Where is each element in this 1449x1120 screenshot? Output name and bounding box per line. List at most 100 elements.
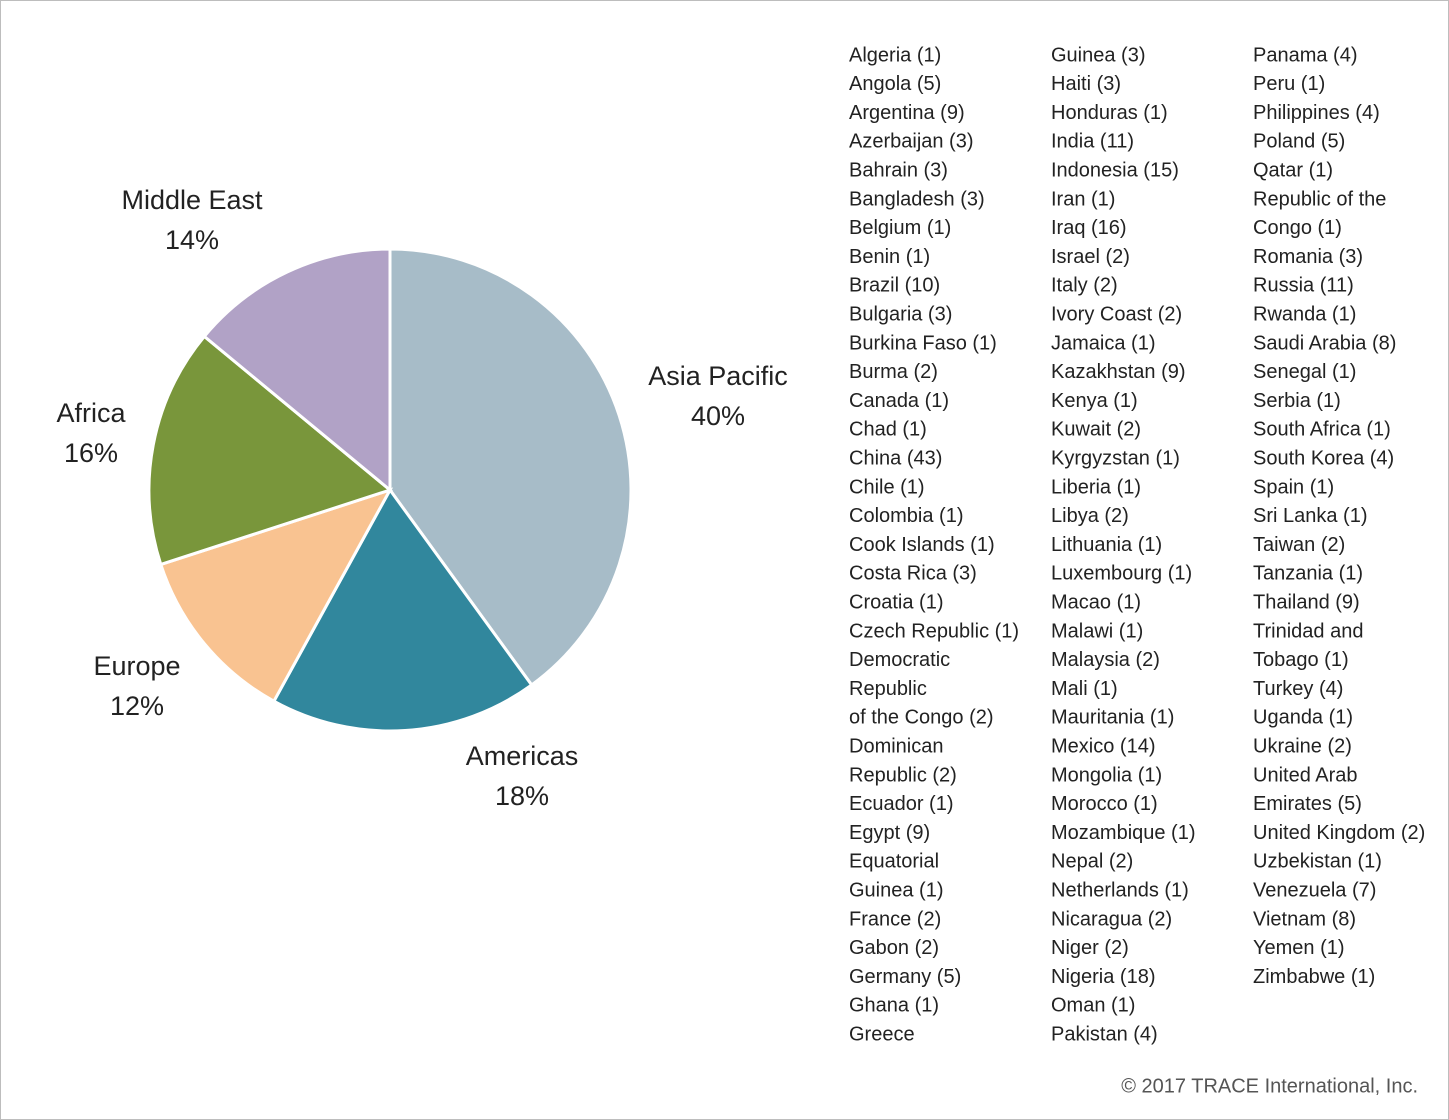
- country-entry: Ecuador (1): [849, 793, 954, 815]
- country-entry: Ukraine (2): [1253, 735, 1352, 757]
- country-entry: Jamaica (1): [1051, 332, 1155, 354]
- country-entry: Emirates (5): [1253, 793, 1362, 815]
- country-entry: Yemen (1): [1253, 937, 1345, 959]
- country-entry: Saudi Arabia (8): [1253, 332, 1396, 354]
- country-entry: Mongolia (1): [1051, 764, 1162, 786]
- country-entry: Guinea (1): [849, 879, 944, 901]
- country-entry: Liberia (1): [1051, 476, 1141, 498]
- country-entry: Canada (1): [849, 390, 949, 412]
- country-entry: China (43): [849, 447, 942, 469]
- country-entry: Niger (2): [1051, 937, 1129, 959]
- country-entry: France (2): [849, 908, 941, 930]
- country-entry: Iran (1): [1051, 188, 1115, 210]
- country-entry: Nigeria (18): [1051, 966, 1155, 988]
- country-entry: Rwanda (1): [1253, 303, 1356, 325]
- slice-value: 12%: [110, 691, 164, 721]
- country-entry: Equatorial: [849, 851, 939, 873]
- country-entry: Ivory Coast (2): [1051, 303, 1182, 325]
- country-entry: Belgium (1): [849, 217, 951, 239]
- country-entry: Pakistan (4): [1051, 1023, 1158, 1045]
- slice-label: Americas: [466, 741, 579, 771]
- country-entry: Argentina (9): [849, 102, 965, 124]
- country-entry: Senegal (1): [1253, 361, 1356, 383]
- country-entry: South Africa (1): [1253, 419, 1391, 441]
- country-entry: Netherlands (1): [1051, 879, 1189, 901]
- slice-label: Asia Pacific: [648, 361, 788, 391]
- country-entry: Italy (2): [1051, 275, 1118, 297]
- country-entry: United Arab: [1253, 764, 1358, 786]
- country-entry: Serbia (1): [1253, 390, 1341, 412]
- country-entry: Vietnam (8): [1253, 908, 1356, 930]
- country-entry: Croatia (1): [849, 591, 943, 613]
- slice-label: Europe: [93, 651, 180, 681]
- country-entry: Malawi (1): [1051, 620, 1143, 642]
- country-entry: Angola (5): [849, 73, 941, 95]
- country-entry: Mexico (14): [1051, 735, 1155, 757]
- country-entry: Thailand (9): [1253, 591, 1360, 613]
- slice-value: 18%: [495, 781, 549, 811]
- country-entry: Republic of the: [1253, 188, 1386, 210]
- country-entry: Lithuania (1): [1051, 534, 1162, 556]
- slice-value: 14%: [165, 225, 219, 255]
- country-entry: Indonesia (15): [1051, 159, 1179, 181]
- country-entry: Czech Republic (1): [849, 620, 1019, 642]
- country-entry: Macao (1): [1051, 591, 1141, 613]
- country-entry: Kazakhstan (9): [1051, 361, 1186, 383]
- country-entry: India (11): [1051, 131, 1134, 153]
- pie-slice: [202, 247, 392, 494]
- country-entry: Libya (2): [1051, 505, 1129, 527]
- country-entry: United Kingdom (2): [1253, 822, 1425, 844]
- country-entry: Poland (5): [1253, 131, 1345, 153]
- country-entry: Azerbaijan (3): [849, 131, 974, 153]
- country-entry: Haiti (3): [1051, 73, 1121, 95]
- country-entry: Colombia (1): [849, 505, 963, 527]
- country-entry: Greece: [849, 1023, 915, 1045]
- country-entry: Chad (1): [849, 419, 927, 441]
- country-entry: Algeria (1): [849, 44, 941, 66]
- country-entry: Oman (1): [1051, 995, 1135, 1017]
- country-entry: Uganda (1): [1253, 707, 1353, 729]
- country-entry: South Korea (4): [1253, 447, 1394, 469]
- country-entry: Guinea (3): [1051, 44, 1146, 66]
- country-entry: Mozambique (1): [1051, 822, 1196, 844]
- country-entry: Cook Islands (1): [849, 534, 995, 556]
- country-entry: Zimbabwe (1): [1253, 966, 1375, 988]
- country-entry: Republic: [849, 678, 927, 700]
- slice-value: 16%: [64, 438, 118, 468]
- country-entry: Philippines (4): [1253, 102, 1380, 124]
- country-entry: Mauritania (1): [1051, 707, 1174, 729]
- country-entry: Uzbekistan (1): [1253, 851, 1382, 873]
- country-entry: Chile (1): [849, 476, 925, 498]
- country-entry: Burma (2): [849, 361, 938, 383]
- pie-slice: [147, 334, 394, 567]
- country-entry: Malaysia (2): [1051, 649, 1160, 671]
- country-entry: Gabon (2): [849, 937, 939, 959]
- country-entry: Burkina Faso (1): [849, 332, 997, 354]
- country-entry: Egypt (9): [849, 822, 930, 844]
- country-entry: Ghana (1): [849, 995, 939, 1017]
- pie-slice: [271, 487, 534, 733]
- slice-label: Middle East: [121, 185, 263, 215]
- country-entry: Sri Lanka (1): [1253, 505, 1368, 527]
- country-entry: Russia (11): [1253, 275, 1354, 297]
- country-entry: Tanzania (1): [1253, 563, 1363, 585]
- country-entry: Venezuela (7): [1253, 879, 1376, 901]
- country-entry: Bahrain (3): [849, 159, 948, 181]
- country-entry: Taiwan (2): [1253, 534, 1345, 556]
- country-entry: Republic (2): [849, 764, 957, 786]
- country-entry: Qatar (1): [1253, 159, 1333, 181]
- country-entry: Trinidad and: [1253, 620, 1363, 642]
- country-entry: of the Congo (2): [849, 707, 994, 729]
- country-entry: Costa Rica (3): [849, 563, 977, 585]
- country-entry: Turkey (4): [1253, 678, 1343, 700]
- country-entry: Peru (1): [1253, 73, 1325, 95]
- pie-slice: [388, 247, 633, 688]
- country-entry: Israel (2): [1051, 246, 1130, 268]
- country-entry: Honduras (1): [1051, 102, 1168, 124]
- country-entry: Mali (1): [1051, 678, 1118, 700]
- country-entry: Democratic: [849, 649, 950, 671]
- country-entry: Spain (1): [1253, 476, 1334, 498]
- country-entry: Nicaragua (2): [1051, 908, 1172, 930]
- country-entry: Bangladesh (3): [849, 188, 985, 210]
